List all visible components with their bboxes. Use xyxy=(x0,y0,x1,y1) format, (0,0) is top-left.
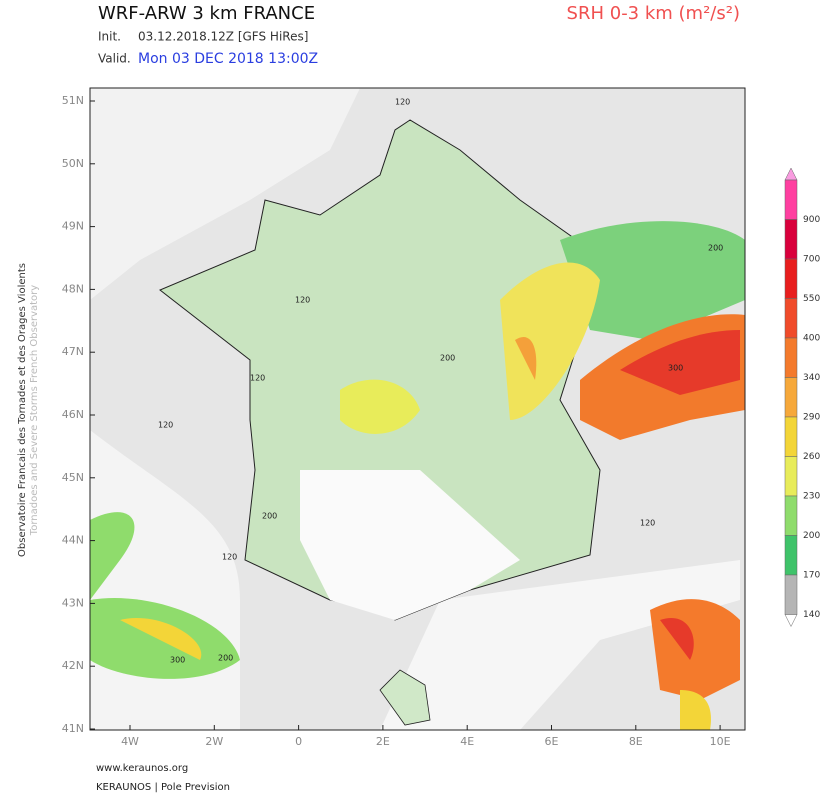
parameter: SRH 0-3 km (m²/s²) xyxy=(567,3,740,24)
side-line: Observatoire Francais des Tornades et de… xyxy=(17,263,28,557)
title: WRF-ARW 3 km FRANCE xyxy=(98,3,315,24)
colorbar-box xyxy=(784,179,798,220)
contour-label: 120 xyxy=(222,553,237,562)
contour-label: 300 xyxy=(668,364,683,373)
colorbar-label: 700 xyxy=(803,255,820,265)
colorbar-label: 550 xyxy=(803,294,820,304)
lon-label: 10E xyxy=(710,735,731,748)
side-line: Tornadoes and Severe Storms French Obser… xyxy=(29,285,40,536)
lon-label: 2E xyxy=(376,735,390,748)
valid-value: Mon 03 DEC 2018 13:00Z xyxy=(138,51,318,67)
green-area xyxy=(90,512,135,600)
contour-label: 200 xyxy=(708,244,723,253)
colorbar-label: 170 xyxy=(803,571,820,581)
island xyxy=(379,669,431,726)
lat-label: 50N xyxy=(62,157,84,170)
colorbar-box xyxy=(784,219,798,260)
lat-label: 42N xyxy=(62,659,84,672)
colorbar-label: 400 xyxy=(803,334,820,344)
colorbar-box xyxy=(784,535,798,576)
lat-label: 51N xyxy=(62,94,84,107)
yellow-area xyxy=(500,262,600,420)
contour-label: 200 xyxy=(262,512,277,521)
colorbar-box xyxy=(784,495,798,536)
lat-label: 47N xyxy=(62,345,84,358)
map: 120 120 120 120 200 200 200 300 300 120 … xyxy=(89,87,746,731)
colorbar: 900 700 550 400 340 290 260 230 200 170 140 xyxy=(784,167,820,628)
lat-label: 49N xyxy=(62,220,84,233)
green-area xyxy=(560,221,745,340)
contour-label: 120 xyxy=(158,421,173,430)
orange-area xyxy=(515,336,537,380)
orange-area xyxy=(650,599,740,700)
sea-area xyxy=(380,560,740,730)
init-label: Init. xyxy=(98,30,121,44)
colorbar-box xyxy=(784,298,798,339)
lon-label: 2W xyxy=(205,735,223,748)
footer-site: www.keraunos.org xyxy=(96,763,188,774)
yellow-area xyxy=(680,690,711,730)
colorbar-label: 900 xyxy=(803,215,820,225)
contour-label: 200 xyxy=(218,654,233,663)
colorbar-box xyxy=(784,416,798,457)
colorbar-arrow xyxy=(784,167,798,181)
colorbar-label: 260 xyxy=(803,452,820,462)
colorbar-box xyxy=(784,258,798,299)
colorbar-box xyxy=(784,337,798,378)
lat-label: 46N xyxy=(62,408,84,421)
lon-label: 8E xyxy=(629,735,643,748)
lat-label: 43N xyxy=(62,596,84,609)
lon-label: 4W xyxy=(121,735,139,748)
footer-brand: KERAUNOS | Pole Prevision xyxy=(96,782,230,793)
colorbar-label: 290 xyxy=(803,413,820,423)
contour-label: 120 xyxy=(640,519,655,528)
lon-label: 0 xyxy=(295,735,302,748)
colorbar-arrow xyxy=(784,614,798,628)
colorbar-label: 200 xyxy=(803,531,820,541)
contour-label: 200 xyxy=(440,354,455,363)
sea-area xyxy=(90,88,360,300)
colorbar-label: 230 xyxy=(803,492,820,502)
lat-label: 44N xyxy=(62,534,84,547)
low-area xyxy=(300,470,520,620)
valid-label: Valid. xyxy=(98,52,131,66)
colorbar-box xyxy=(784,456,798,497)
contour-label: 120 xyxy=(250,374,265,383)
map-frame xyxy=(89,87,746,731)
side-text: Observatoire Francais des Tornades et de… xyxy=(17,263,40,557)
red-area xyxy=(660,618,694,660)
map-axes: 51N 50N 49N 48N 47N 46N 45N 44N 43N 42N 41N 4W 2W 0 2E… xyxy=(62,94,731,748)
yellow-area xyxy=(120,618,202,660)
init-value: 03.12.2018.12Z [GFS HiRes] xyxy=(138,30,308,44)
contour-label: 120 xyxy=(395,98,410,107)
lat-label: 48N xyxy=(62,282,84,295)
contour-label: 120 xyxy=(295,296,310,305)
contour-label: 300 xyxy=(170,656,185,665)
lat-label: 45N xyxy=(62,471,84,484)
colorbar-box xyxy=(784,377,798,418)
red-area xyxy=(620,330,740,395)
colorbar-box xyxy=(784,574,798,615)
lon-label: 4E xyxy=(460,735,474,748)
colorbar-label: 340 xyxy=(803,373,820,383)
colorbar-label: 140 xyxy=(803,610,820,620)
lon-label: 6E xyxy=(545,735,559,748)
yellow-area xyxy=(340,379,420,434)
lat-label: 41N xyxy=(62,722,84,735)
